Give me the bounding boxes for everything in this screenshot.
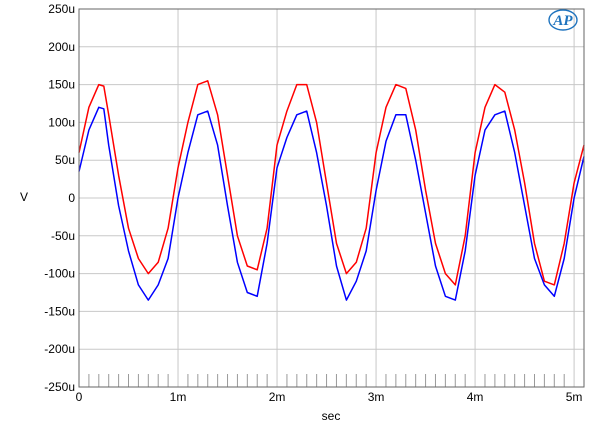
plot-frame bbox=[78, 8, 585, 388]
x-tick-label: 0 bbox=[76, 390, 83, 404]
y-tick-label: 150u bbox=[48, 78, 75, 92]
x-tick-label: 2m bbox=[269, 390, 286, 404]
y-tick-label: 100u bbox=[48, 115, 75, 129]
y-tick-label: 50u bbox=[55, 153, 75, 167]
ap-logo: AP bbox=[548, 9, 578, 31]
y-tick-label: -200u bbox=[44, 342, 75, 356]
y-tick-label: 250u bbox=[48, 2, 75, 16]
y-tick-label: -50u bbox=[51, 229, 75, 243]
series-line-1 bbox=[78, 106, 585, 301]
y-tick-label: -250u bbox=[44, 380, 75, 394]
series-layer bbox=[78, 80, 585, 301]
ap-logo-ellipse bbox=[548, 9, 578, 31]
x-tick-label: 4m bbox=[467, 390, 484, 404]
y-axis-title: V bbox=[20, 190, 28, 204]
x-tick-label: 5m bbox=[566, 390, 583, 404]
minor-ticks bbox=[88, 374, 565, 387]
y-tick-label: -150u bbox=[44, 304, 75, 318]
x-tick-label: 3m bbox=[368, 390, 385, 404]
series-line-2 bbox=[78, 80, 585, 286]
x-axis-title: sec bbox=[322, 409, 341, 423]
y-tick-label: 200u bbox=[48, 40, 75, 54]
y-tick-label: 0 bbox=[68, 191, 75, 205]
y-tick-label: -100u bbox=[44, 267, 75, 281]
x-tick-label: 1m bbox=[170, 390, 187, 404]
x-tick-labels: 0 1m 2m 3m 4m 5m bbox=[76, 390, 583, 404]
ap-logo-text: AP bbox=[552, 13, 573, 29]
y-tick-labels: 250u 200u 150u 100u 50u 0 -50u -100u -150u -200u -… bbox=[44, 2, 75, 394]
